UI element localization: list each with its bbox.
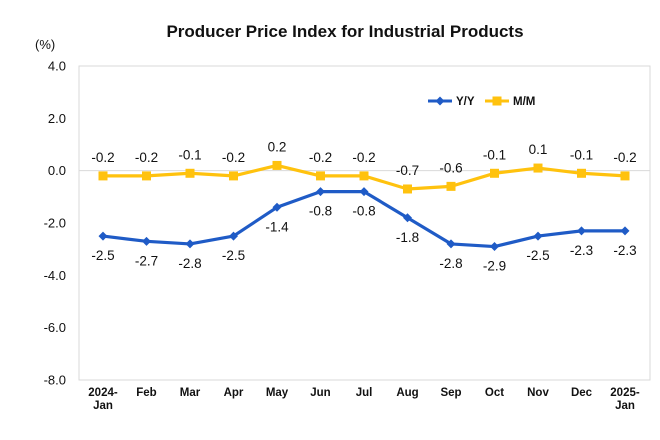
series-point-yy — [359, 187, 369, 197]
series-line-yy — [102, 190, 625, 249]
data-label-mm: -0.2 — [222, 150, 245, 165]
data-label-yy: -2.5 — [91, 248, 114, 263]
series-point-mm — [446, 181, 456, 191]
data-label-mm: -0.2 — [613, 150, 636, 165]
data-label-yy: -2.5 — [526, 248, 549, 263]
x-tick-label: May — [266, 387, 289, 399]
series-point-mm — [98, 171, 108, 181]
data-label-mm: -0.2 — [91, 150, 114, 165]
data-label-yy: -0.8 — [309, 204, 332, 219]
series-point-yy — [229, 231, 238, 241]
x-tick-label: Feb — [136, 387, 156, 399]
data-label-mm: -0.1 — [178, 147, 201, 162]
series-point-yy — [446, 239, 456, 249]
data-label-yy: -2.7 — [135, 253, 158, 268]
y-tick-label: 0.0 — [48, 163, 66, 178]
y-axis: 4.0 2.0 0.0 -2.0 -4.0 -6.0 -8.0 — [44, 59, 650, 388]
series-point-mm — [620, 171, 630, 181]
y-tick-label: 4.0 — [48, 59, 66, 74]
x-tick-label: Jul — [356, 387, 373, 399]
series-point-mm — [316, 171, 325, 181]
series-point-yy — [98, 231, 108, 241]
series-point-mm — [229, 171, 238, 181]
data-label-mm: 0.1 — [529, 142, 548, 157]
x-tick-label: Dec — [571, 387, 593, 399]
data-label-yy: -1.8 — [396, 230, 419, 245]
x-tick-label: 2025-Jan — [610, 387, 640, 412]
series-point-mm — [142, 171, 151, 181]
data-label-yy: -2.9 — [483, 259, 506, 274]
series-point-yy — [577, 226, 586, 236]
legend-marker-mm — [492, 96, 502, 106]
series-point-yy — [142, 236, 151, 246]
series-point-mm — [533, 163, 543, 173]
x-tick-label: Aug — [396, 387, 418, 399]
x-tick-label: Nov — [527, 387, 549, 399]
x-tick-label: 2024-Jan — [88, 387, 118, 412]
plot-area — [78, 65, 651, 381]
series-group: -2.5 -2.7 -2.8 -2.5 -1.4 -0.8 -0.8 -1.8 -2.8 -2.9… — [91, 139, 636, 273]
data-label-mm: -0.1 — [570, 147, 593, 162]
data-label-mm: -0.1 — [483, 147, 506, 162]
x-tick-label: Oct — [485, 387, 504, 399]
x-axis: 2024-Jan Feb Mar Apr May Jun Jul Aug Sep Oct Nov De… — [88, 387, 640, 412]
data-label-mm: -0.6 — [439, 160, 462, 175]
series-point-mm — [403, 184, 412, 194]
x-tick-label: Mar — [180, 387, 201, 399]
series-point-mm — [272, 160, 282, 170]
series-point-mm — [185, 168, 195, 178]
data-label-yy: -2.3 — [570, 243, 593, 258]
data-label-yy: -2.3 — [613, 243, 636, 258]
series-point-yy — [533, 231, 543, 241]
data-label-mm: 0.2 — [268, 139, 287, 154]
data-label-yy: -0.8 — [352, 204, 375, 219]
series-point-yy — [272, 202, 282, 212]
series-point-yy — [490, 242, 499, 252]
legend-label-yy: Y/Y — [456, 96, 475, 108]
data-label-yy: -2.8 — [439, 256, 462, 271]
legend-marker-yy — [435, 96, 445, 106]
y-tick-label: 2.0 — [48, 111, 66, 126]
legend: Y/Y M/M — [428, 96, 535, 108]
series-point-mm — [490, 168, 499, 178]
data-label-yy: -2.8 — [178, 256, 201, 271]
data-label-yy: -1.4 — [265, 219, 289, 234]
x-tick-label: Jun — [310, 387, 330, 399]
series-point-yy — [403, 213, 412, 223]
x-tick-label: Apr — [224, 387, 244, 399]
y-tick-label: -8.0 — [44, 373, 66, 388]
data-label-yy: -2.5 — [222, 248, 245, 263]
x-tick-label: Sep — [440, 387, 461, 399]
y-tick-label: -6.0 — [44, 320, 66, 335]
data-label-mm: -0.2 — [309, 150, 332, 165]
series-point-yy — [316, 187, 325, 197]
y-tick-label: -4.0 — [44, 268, 66, 283]
series-point-yy — [620, 226, 630, 236]
chart-title: Producer Price Index for Industrial Prod… — [166, 22, 523, 41]
y-tick-label: -2.0 — [44, 216, 66, 231]
series-point-mm — [577, 168, 586, 178]
legend-label-mm: M/M — [513, 96, 535, 108]
data-label-mm: -0.2 — [135, 150, 158, 165]
series-point-mm — [359, 171, 369, 181]
data-label-mm: -0.2 — [352, 150, 375, 165]
y-unit-label: (%) — [35, 37, 55, 52]
series-point-yy — [185, 239, 195, 249]
data-label-mm: -0.7 — [396, 163, 419, 178]
